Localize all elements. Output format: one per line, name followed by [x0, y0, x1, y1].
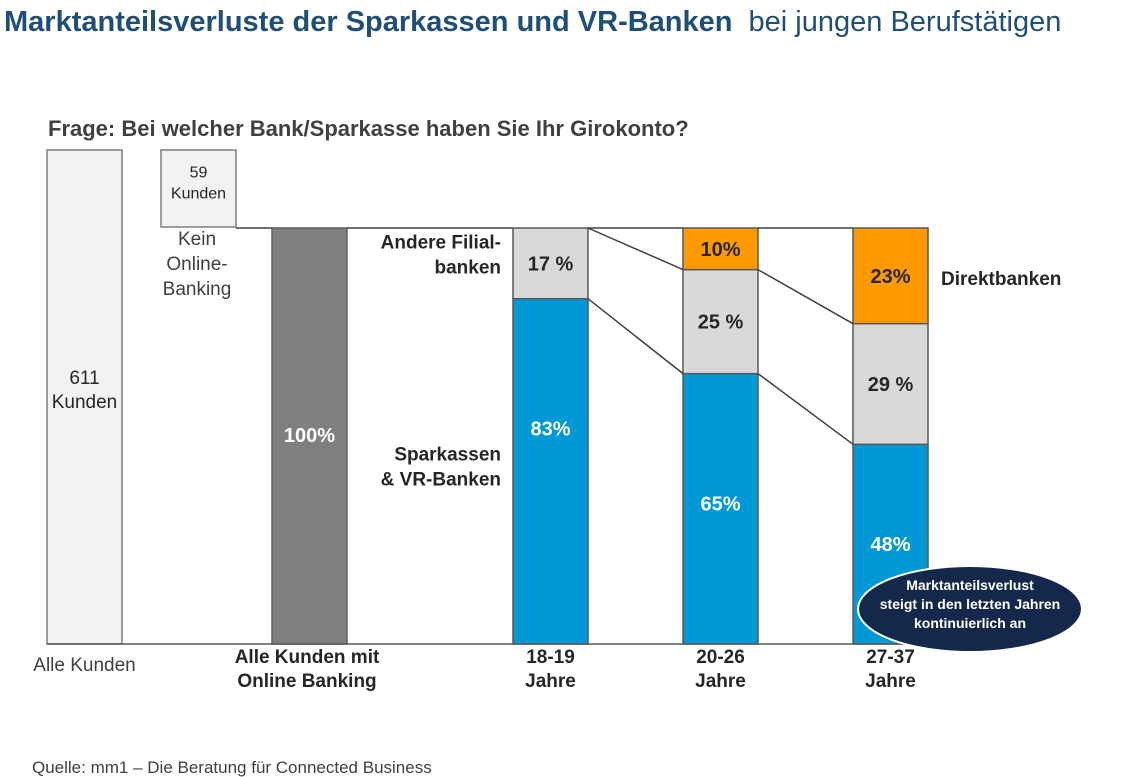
bar-online-total	[271, 227, 348, 645]
chart-title: Marktanteilsverluste der Sparkassen und …	[4, 6, 1061, 38]
callout-text-line: Marktanteilsverlust	[906, 577, 1034, 593]
label-direktbanken-2: 10%	[700, 239, 740, 261]
label-all-customers: 611 Kunden	[52, 368, 118, 413]
category-label-2-line: 20-26	[696, 647, 745, 668]
label-no-online-line: Kunden	[171, 186, 226, 203]
caption-no-online-line: Kein	[178, 229, 216, 250]
label-sparkassen-3: 48%	[870, 534, 910, 556]
category-label-all-customers: Alle Kunden	[33, 655, 135, 676]
label-all-customers-line: 611	[69, 368, 99, 389]
category-label-1-line: 18-19	[526, 647, 575, 668]
chart-subtitle: Frage: Bei welcher Bank/Sparkasse haben …	[48, 116, 689, 141]
category-label-3-line: Jahre	[865, 671, 916, 692]
connector-sparkassen-1	[587, 298, 684, 375]
series-name-filialbanken: Andere Filial-banken	[381, 233, 501, 279]
series-name-direktbanken: Direktbanken	[941, 269, 1061, 290]
label-no-online: 59 Kunden	[171, 165, 226, 203]
bar-sparkassen-1	[512, 297, 589, 645]
label-filialbanken-3: 29 %	[868, 374, 914, 396]
connector-filial-1	[587, 227, 684, 271]
label-online-total: 100%	[284, 425, 335, 447]
series-name-filialbanken-line: Andere Filial-	[381, 233, 501, 254]
label-all-customers-line: Kunden	[52, 392, 118, 413]
source-note: Quelle: mm1 – Die Beratung für Connected…	[32, 758, 432, 777]
label-no-online-line: 59	[190, 165, 208, 182]
bar-filialbanken-1	[512, 227, 589, 300]
callout-text-line: steigt in den letzten Jahren	[880, 596, 1060, 612]
series-name-direktbanken-line: Direktbanken	[941, 269, 1061, 290]
category-label-3: 27-37 Jahre	[865, 647, 916, 692]
series-name-sparkassen: Sparkassen & VR-Banken	[381, 445, 501, 491]
category-label-all-customers-line: Alle Kunden	[33, 655, 135, 676]
connector-sparkassen-2	[757, 372, 854, 445]
connector-filial-2	[757, 268, 854, 325]
bar-no-online	[160, 149, 237, 228]
callout-text: Marktanteilsverlust steigt in den letzten…	[880, 577, 1060, 631]
callout-text-line: kontinuierlich an	[914, 615, 1026, 631]
callout-bubble	[857, 565, 1083, 653]
caption-no-online-line: Banking	[163, 279, 232, 300]
plot-area: 611 Kunden 59 Kunden Kein Online- Banking 100% 8…	[33, 149, 1083, 692]
category-label-1-line: Jahre	[525, 671, 576, 692]
label-direktbanken-3: 23%	[870, 266, 910, 288]
bar-direktbanken-2	[682, 227, 759, 271]
category-label-online-total-line: Alle Kunden mit	[235, 647, 380, 668]
caption-no-online-line: Online-	[166, 254, 227, 275]
bar-filialbanken-3	[852, 322, 929, 446]
category-label-2-line: Jahre	[695, 671, 746, 692]
label-online-total-line: 100%	[284, 425, 335, 447]
bar-all-customers	[46, 149, 123, 645]
bar-filialbanken-2	[682, 268, 759, 375]
series-name-filialbanken-line: banken	[434, 258, 501, 279]
label-sparkassen-1: 83%	[530, 419, 570, 441]
category-label-3-line: 27-37	[866, 647, 915, 668]
series-name-sparkassen-line: Sparkassen	[394, 445, 501, 466]
bar-direktbanken-3	[852, 227, 929, 325]
caption-no-online: Kein Online- Banking	[163, 229, 232, 300]
category-label-1: 18-19 Jahre	[525, 647, 576, 692]
label-sparkassen-2: 65%	[700, 494, 740, 516]
series-name-sparkassen-line: & VR-Banken	[381, 470, 501, 491]
label-filialbanken-2: 25 %	[698, 312, 744, 334]
category-label-2: 20-26 Jahre	[695, 647, 746, 692]
category-label-online-total-line: Online Banking	[237, 671, 376, 692]
category-label-online-total: Alle Kunden mit Online Banking	[235, 647, 380, 692]
chart-title-main: Marktanteilsverluste der Sparkassen und …	[4, 6, 732, 38]
label-filialbanken-1: 17 %	[528, 253, 574, 275]
chart-title-suffix: bei jungen Berufstätigen	[749, 6, 1062, 38]
